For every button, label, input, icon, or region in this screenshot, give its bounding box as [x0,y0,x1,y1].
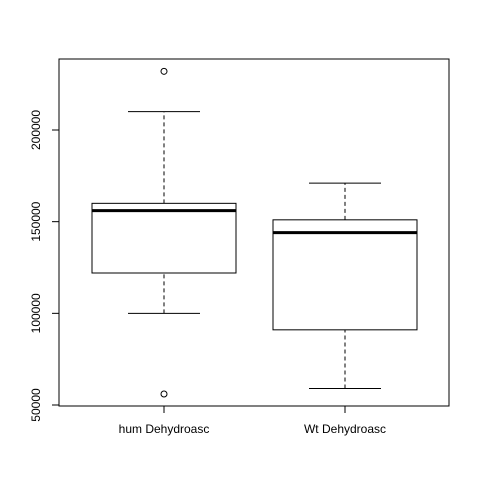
x-tick-label: hum Dehydroasc [119,422,210,436]
y-tick-label: 200000 [29,110,43,150]
outlier-point [160,67,168,75]
x-tick-label: Wt Dehydroasc [304,422,386,436]
y-axis: 50000 100000 150000 200000 [29,110,60,422]
y-tick-label: 100000 [29,293,43,333]
boxes-layer [91,67,418,398]
y-tick-label: 150000 [29,201,43,241]
box-iqr [272,219,418,331]
x-axis: hum Dehydroasc Wt Dehydroasc [119,405,386,436]
box-group [91,67,237,398]
outlier-point [160,390,168,398]
box-iqr [91,202,237,274]
y-tick-label: 50000 [29,388,43,422]
box-group [272,182,418,389]
